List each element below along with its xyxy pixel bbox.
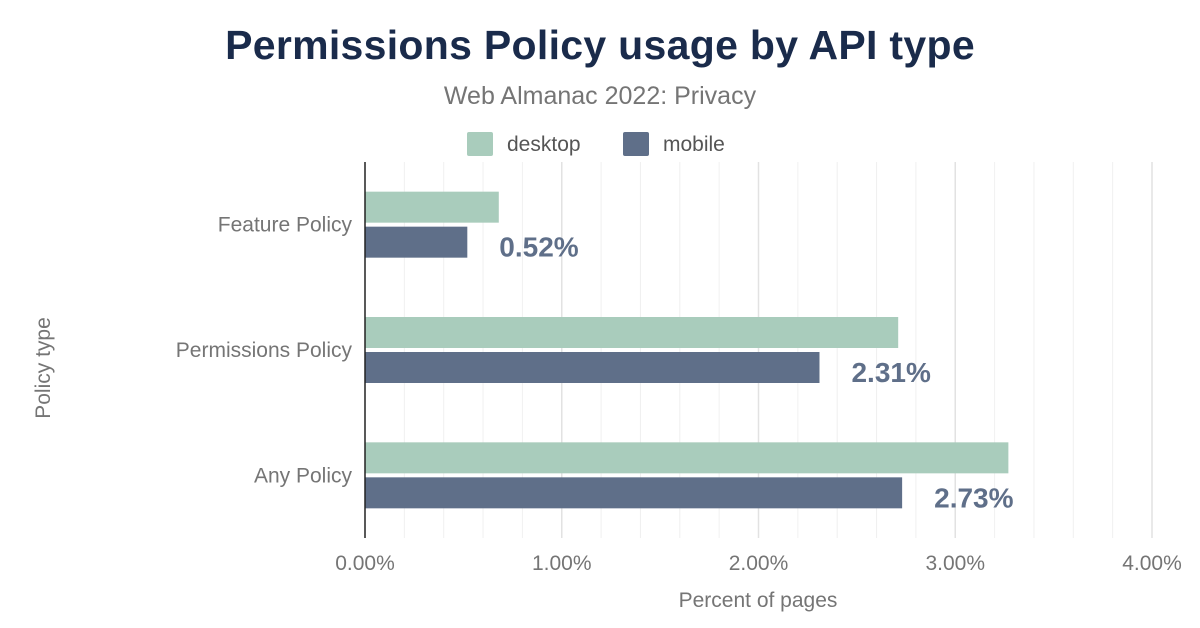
x-axis-title: Percent of pages [679,589,838,612]
legend-swatch [623,132,649,156]
category-label: Permissions Policy [176,339,353,362]
category-label: Any Policy [254,464,353,487]
category-labels: Feature Policy Permissions Policy Any Poli… [176,214,353,488]
bars [365,191,1009,509]
legend-item-mobile[interactable]: mobile [623,132,725,156]
data-labels: 0.52% 2.31% 2.73% [499,232,1013,514]
category-label: Feature Policy [218,214,353,237]
legend[interactable]: desktop mobile [467,132,725,156]
legend-swatch [467,132,493,156]
bar-mobile[interactable] [365,226,468,258]
y-axis-title: Policy type [32,317,55,419]
x-tick-label: 3.00% [925,552,985,575]
data-label: 2.73% [934,482,1013,513]
legend-item-desktop[interactable]: desktop [467,132,581,156]
x-tick-label: 0.00% [335,552,395,575]
bar-desktop[interactable] [365,317,899,348]
chart-subtitle: Web Almanac 2022: Privacy [443,82,757,110]
data-label: 2.31% [851,357,930,388]
x-tick-label: 2.00% [729,552,789,575]
x-tick-label: 1.00% [532,552,592,575]
legend-label: desktop [507,133,581,156]
x-tick-labels: 0.00% 1.00% 2.00% 3.00% 4.00% [335,552,1182,575]
gridlines [403,162,1153,538]
legend-label: mobile [663,133,725,156]
bar-desktop[interactable] [365,442,1009,474]
bar-mobile[interactable] [365,477,903,509]
x-tick-label: 4.00% [1122,552,1182,575]
data-label: 0.52% [499,232,578,263]
bar-mobile[interactable] [365,352,820,383]
chart-title: Permissions Policy usage by API type [225,22,975,68]
bar-desktop[interactable] [365,191,499,223]
